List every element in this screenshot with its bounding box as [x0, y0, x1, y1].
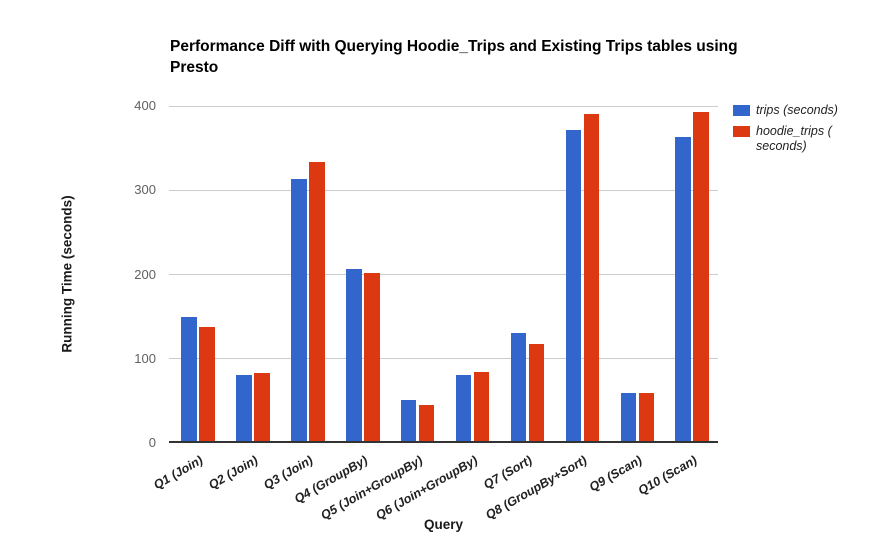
y-tick-label: 100	[134, 350, 156, 366]
x-tick-label: Q6 (Join+GroupBy)	[373, 453, 480, 523]
x-tick-label: Q5 (Join+GroupBy)	[318, 453, 425, 523]
legend-label: hoodie_trips ( seconds)	[756, 124, 832, 153]
legend-swatch	[733, 126, 750, 137]
bar-series-0	[565, 130, 582, 443]
x-tick-label: Q2 (Join)	[206, 453, 260, 493]
bar-series-0	[675, 137, 691, 443]
gridline	[169, 105, 718, 107]
x-tick-label: Q9 (Scan)	[586, 453, 645, 495]
bar-series-1	[693, 111, 709, 443]
bar-series-1	[583, 114, 600, 443]
x-tick-label: Q10 (Scan)	[635, 453, 700, 498]
x-axis-title: Query	[423, 517, 464, 532]
y-axis-ticks: 0 100 200 300 400	[0, 98, 156, 450]
bar-series-1	[528, 344, 545, 443]
bar-series-0	[181, 316, 197, 443]
x-tick-label: Q1 (Join)	[151, 453, 206, 493]
x-axis-line	[169, 441, 718, 443]
legend: trips (seconds) hoodie_trips ( seconds)	[733, 103, 883, 154]
legend-label: trips (seconds)	[756, 103, 838, 117]
gridline	[169, 274, 718, 275]
y-tick-label: 300	[134, 182, 156, 198]
y-tick-label: 200	[134, 266, 156, 282]
bar-series-1	[638, 393, 654, 443]
bar-series-1	[418, 405, 435, 443]
chart-title: Performance Diff with Querying Hoodie_Tr…	[170, 38, 738, 76]
gridline	[169, 189, 718, 191]
bar-series-0	[510, 332, 527, 443]
bar-series-0	[400, 400, 417, 443]
bar-series-0	[620, 392, 636, 443]
bar-series-1	[199, 326, 215, 443]
x-tick-label: Q8 (GroupBy+Sort)	[483, 453, 590, 523]
bar-series-1	[473, 372, 490, 443]
bar-series-1	[309, 162, 325, 443]
bar-series-0	[236, 374, 252, 443]
bar-series-1	[364, 272, 380, 443]
bar-series-0	[346, 268, 362, 443]
gridline	[169, 358, 718, 360]
legend-item-1: hoodie_trips ( seconds)	[733, 124, 883, 154]
legend-item-0: trips (seconds)	[733, 103, 883, 118]
bar-series-1	[254, 373, 270, 443]
plot-area: Q1 (Join) Q2 (Join) Q3 (Join) Q4 (GroupBy) Q…	[151, 105, 718, 523]
y-tick-label: 0	[148, 435, 156, 450]
bar-series-0	[455, 374, 472, 443]
legend-swatch	[733, 105, 750, 116]
y-tick-label: 400	[134, 98, 156, 113]
bar-series-0	[291, 179, 307, 443]
